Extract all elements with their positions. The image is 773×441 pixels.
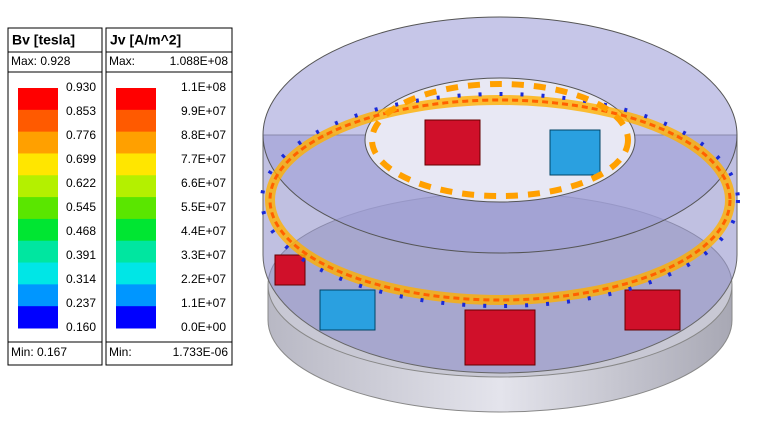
color-swatch [18,197,58,220]
coil-currents [268,98,732,302]
legend-label: 0.622 [66,176,96,190]
coil-currents [369,81,631,199]
legend-max: Max: [109,54,135,68]
legend-label: 7.7E+07 [181,152,226,166]
color-swatch [18,240,58,264]
magnet [424,119,481,166]
legend-label: 0.468 [66,224,96,238]
legend-label: 2.2E+07 [181,272,226,286]
color-swatch [18,218,58,242]
coil-currents [260,92,740,308]
legend-label: 4.4E+07 [181,224,226,238]
legend-label: 6.6E+07 [181,176,226,190]
color-swatch [18,284,58,307]
color-swatch [116,284,156,307]
legend-title: Bv [tesla] [12,32,75,48]
field-view [260,16,740,413]
legend-label: 0.930 [66,80,96,94]
legend-label: 0.391 [66,248,96,262]
legend-title: Jv [A/m^2] [110,32,181,48]
color-swatch [18,88,58,111]
color-swatch [116,218,156,242]
color-swatch [116,306,156,329]
color-swatch [18,109,58,133]
legend-label: 0.0E+00 [181,320,226,334]
color-swatch [116,131,156,154]
color-swatch [18,306,58,329]
legend-min: Min: [109,345,132,359]
color-swatch [116,197,156,220]
color-swatch [116,175,156,198]
legend-max: Max: 0.928 [11,54,71,68]
color-swatch [116,109,156,133]
legend-label: 0.237 [66,296,96,310]
color-swatch [116,240,156,264]
legend-label: 0.699 [66,152,96,166]
magnet [549,129,601,176]
legend-label: 0.545 [66,200,96,214]
legend-max-value: 1.088E+08 [170,54,229,68]
color-swatch [18,131,58,154]
legend-label: 0.314 [66,272,96,286]
magnet [319,289,376,331]
legend-min: Min: 0.167 [11,345,67,359]
magnet [464,309,536,366]
legend-min-value: 1.733E-06 [173,345,229,359]
legend-label: 1.1E+07 [181,296,226,310]
legend-label: 0.776 [66,128,96,142]
color-swatch [116,153,156,176]
legend-label: 1.1E+08 [181,80,226,94]
legend-label: 8.8E+07 [181,128,226,142]
legend-label: 5.5E+07 [181,200,226,214]
magnet [274,254,306,286]
legend-label: 9.9E+07 [181,104,226,118]
legend-label: 3.3E+07 [181,248,226,262]
color-swatch [18,175,58,198]
color-swatch [18,262,58,285]
magnet [624,289,681,331]
color-swatch [18,153,58,176]
legend-label: 0.160 [66,320,96,334]
color-swatch [116,88,156,111]
color-swatch [116,262,156,285]
legend-label: 0.853 [66,104,96,118]
